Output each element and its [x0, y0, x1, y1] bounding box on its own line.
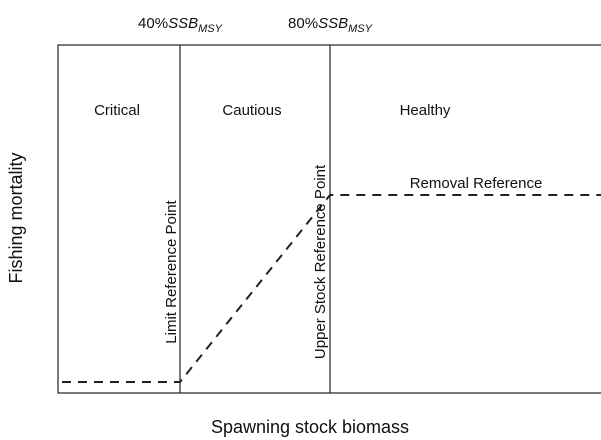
symbol: SSB [168, 15, 198, 32]
zone-label: Cautious [222, 102, 281, 119]
prefix: 40% [138, 15, 168, 32]
zone-label: Critical [94, 102, 140, 119]
reference-label: Upper Stock Reference Point [312, 164, 329, 359]
subscript: MSY [198, 23, 223, 35]
top-label: 80%SSBMSY [288, 15, 373, 35]
zone-label: Healthy [400, 102, 451, 119]
x-axis-label: Spawning stock biomass [211, 417, 409, 437]
reference-label: Limit Reference Point [163, 199, 180, 343]
harvest-rule [62, 194, 601, 383]
y-axis-label: Fishing mortality [6, 152, 26, 283]
symbol: SSB [318, 15, 348, 32]
removal-label: Removal Reference [410, 175, 543, 192]
frame [57, 44, 601, 394]
prefix: 80% [288, 15, 318, 32]
subscript: MSY [348, 23, 373, 35]
top-label: 40%SSBMSY [138, 15, 223, 35]
